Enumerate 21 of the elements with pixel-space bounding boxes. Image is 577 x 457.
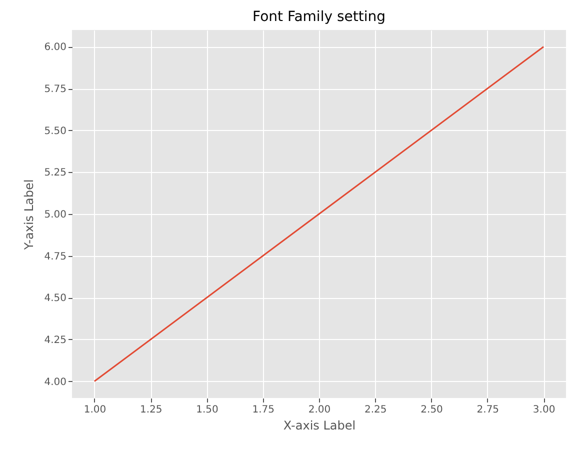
y-tick-label: 4.00 [44,376,66,388]
chart-title: Font Family setting [252,9,386,25]
x-tick-label: 1.50 [196,404,218,416]
y-tick-label: 5.50 [44,126,66,137]
x-tick-label: 1.00 [84,404,106,416]
y-tick-label: 6.00 [44,42,66,54]
y-tick-label: 5.25 [44,168,66,179]
x-tick-label: 2.00 [308,404,331,416]
x-tick-label: 2.75 [476,404,500,416]
x-tick-label: 1.75 [252,404,274,416]
x-tick-label: 2.50 [420,404,443,416]
y-tick-label: 4.75 [44,251,66,262]
x-tick-label: 1.25 [140,404,162,416]
x-axis-title: X-axis Label [283,418,356,432]
y-tick-label: 4.25 [44,334,66,346]
y-tick-label: 5.00 [44,210,66,220]
y-tick-label: 4.50 [44,293,66,304]
y-axis-title: Y-axis Label [22,179,36,251]
x-tick-label: 2.25 [364,404,387,416]
x-tick-label: 3.00 [532,404,556,416]
y-tick-label: 5.75 [44,84,66,96]
